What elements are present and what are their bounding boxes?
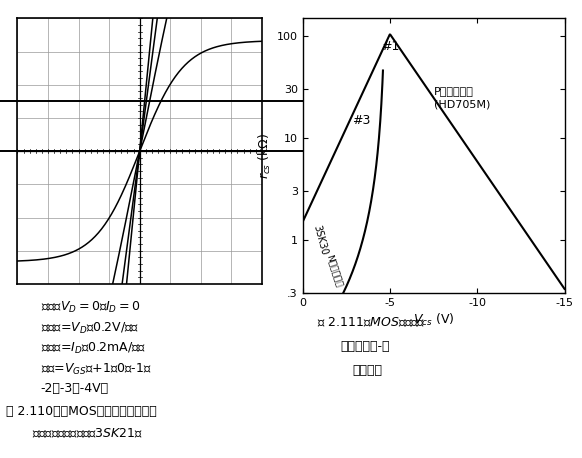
Text: 参数=$V_{GS}$（+1，0，-1，: 参数=$V_{GS}$（+1，0，-1，: [41, 362, 151, 377]
Text: 电际特性: 电际特性: [352, 364, 382, 376]
Text: #1: #1: [381, 40, 400, 53]
Text: 图 2.110　沟MOS场效应晶体管的可: 图 2.110 沟MOS场效应晶体管的可: [6, 405, 157, 418]
Text: P沟道增强型
(HD705M): P沟道增强型 (HD705M): [434, 86, 490, 109]
Text: 纵坐标=$I_D$（0.2mA/格）: 纵坐标=$I_D$（0.2mA/格）: [41, 341, 146, 356]
Text: 图 2.111　$MOS$晶体管非: 图 2.111 $MOS$晶体管非: [317, 316, 425, 329]
Text: #3: #3: [352, 114, 371, 126]
X-axis label: $V_{cs}$ (V): $V_{cs}$ (V): [413, 312, 455, 328]
Text: 变电际特性示例（日立3$SK$21）: 变电际特性示例（日立3$SK$21）: [32, 427, 143, 440]
Text: 中心点$V_D=0$，$I_D=0$: 中心点$V_D=0$，$I_D=0$: [41, 300, 140, 315]
Text: -2，-3，-4V）: -2，-3，-4V）: [41, 382, 109, 395]
Text: 3SK30: 3SK30: [311, 224, 329, 256]
Y-axis label: $r_{cs}$ (k$\Omega$): $r_{cs}$ (k$\Omega$): [257, 132, 272, 179]
Text: 横坐标=$V_D$（0.2V/格）: 横坐标=$V_D$（0.2V/格）: [41, 321, 139, 336]
Text: N沟道耗尽型: N沟道耗尽型: [325, 253, 343, 288]
Text: 饱和区的漏-源: 饱和区的漏-源: [340, 340, 390, 353]
